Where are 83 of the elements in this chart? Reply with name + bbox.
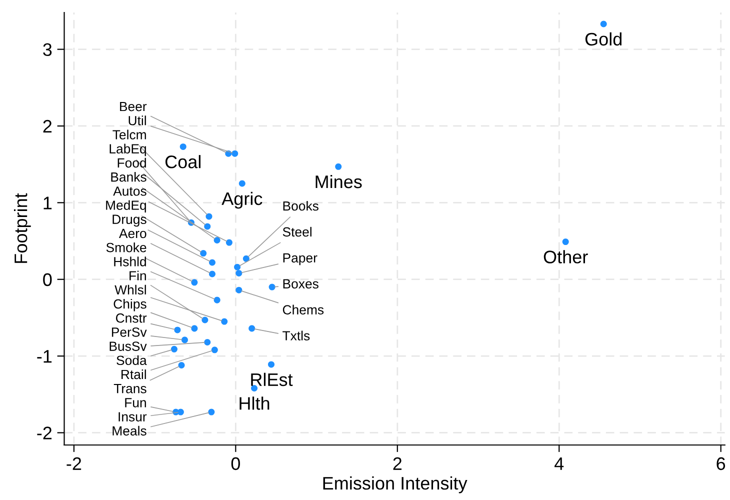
annotation: Util <box>128 116 146 126</box>
annotation: RlEst <box>251 372 293 386</box>
point <box>204 338 211 346</box>
point <box>211 346 218 354</box>
point <box>238 180 246 187</box>
y-axis-title: Footprint <box>14 193 31 263</box>
point <box>214 296 220 304</box>
annotation: Soda <box>116 355 147 366</box>
point <box>208 270 216 278</box>
annotation: Agric <box>222 192 262 209</box>
annotation: Drugs <box>112 214 146 227</box>
point <box>236 286 242 294</box>
annotation: Rtail <box>122 369 146 380</box>
annotation: Trans <box>114 384 146 394</box>
point <box>208 408 215 416</box>
point <box>562 238 569 246</box>
point <box>202 316 208 324</box>
point <box>204 223 211 230</box>
point <box>208 259 216 266</box>
annotation: Banks <box>111 172 146 182</box>
point <box>232 150 238 157</box>
annotation: Txtls <box>282 330 310 340</box>
point <box>191 279 198 286</box>
annotation: Autos <box>113 186 146 196</box>
point <box>221 318 228 325</box>
point <box>268 284 276 290</box>
annotation: LabEq <box>110 144 146 156</box>
x-tick-label: -2 <box>66 457 82 470</box>
annotation: Beer <box>120 102 147 112</box>
point <box>335 163 342 170</box>
point <box>236 270 242 276</box>
annotation: Food <box>118 158 146 168</box>
x-tick-label: 6 <box>716 457 726 470</box>
annotation: Fin <box>130 270 146 280</box>
x-tick-label: 2 <box>393 457 402 470</box>
annotation: Paper <box>283 253 318 266</box>
y-tick-label: 3 <box>43 43 52 56</box>
annotation: Chems <box>282 304 324 314</box>
annotation: Hshld <box>114 256 146 266</box>
point <box>200 250 207 257</box>
point <box>214 236 220 244</box>
annotation: BusSv <box>110 342 147 351</box>
x-tick-label: 0 <box>231 457 240 470</box>
y-tick-label: 0 <box>43 273 52 286</box>
annotation: Gold <box>585 32 622 46</box>
annotation: Aero <box>118 228 146 238</box>
point <box>600 20 607 28</box>
point <box>268 361 275 368</box>
annotation: Other <box>544 250 588 264</box>
point <box>206 213 212 220</box>
annotation: Cnstr <box>116 313 147 323</box>
point <box>191 325 198 332</box>
annotation: Whlsl <box>114 284 146 295</box>
annotation: Meals <box>112 426 146 436</box>
point <box>242 255 250 262</box>
annotation: Steel <box>282 226 312 237</box>
point <box>181 336 188 344</box>
annotation: Boxes <box>283 279 318 289</box>
x-tick-label: 4 <box>554 457 564 470</box>
y-tick-label: -1 <box>37 350 52 363</box>
annotation: Coal <box>165 155 200 168</box>
point <box>170 346 178 352</box>
annotation: Fun <box>125 398 146 408</box>
y-tick-label: -2 <box>37 426 52 440</box>
y-tick-label: 2 <box>43 120 52 133</box>
annotation: Insur <box>118 412 147 422</box>
point <box>248 325 256 332</box>
x-axis-title: Emission Intensity <box>323 476 468 494</box>
y-tick-label: 1 <box>44 196 52 210</box>
point <box>178 362 185 369</box>
point <box>174 326 181 334</box>
point <box>226 239 232 246</box>
annotation: MedEq <box>106 200 146 213</box>
point <box>177 408 184 416</box>
annotation: Telcm <box>112 130 146 140</box>
point <box>180 143 186 150</box>
annotation: Mines <box>316 174 362 188</box>
annotation: Chips <box>114 298 146 312</box>
annotation: Smoke <box>106 242 146 252</box>
annotation: Hlth <box>240 396 270 410</box>
point <box>234 264 241 270</box>
annotation: Books <box>283 200 318 211</box>
annotation: PerSv <box>112 328 147 337</box>
